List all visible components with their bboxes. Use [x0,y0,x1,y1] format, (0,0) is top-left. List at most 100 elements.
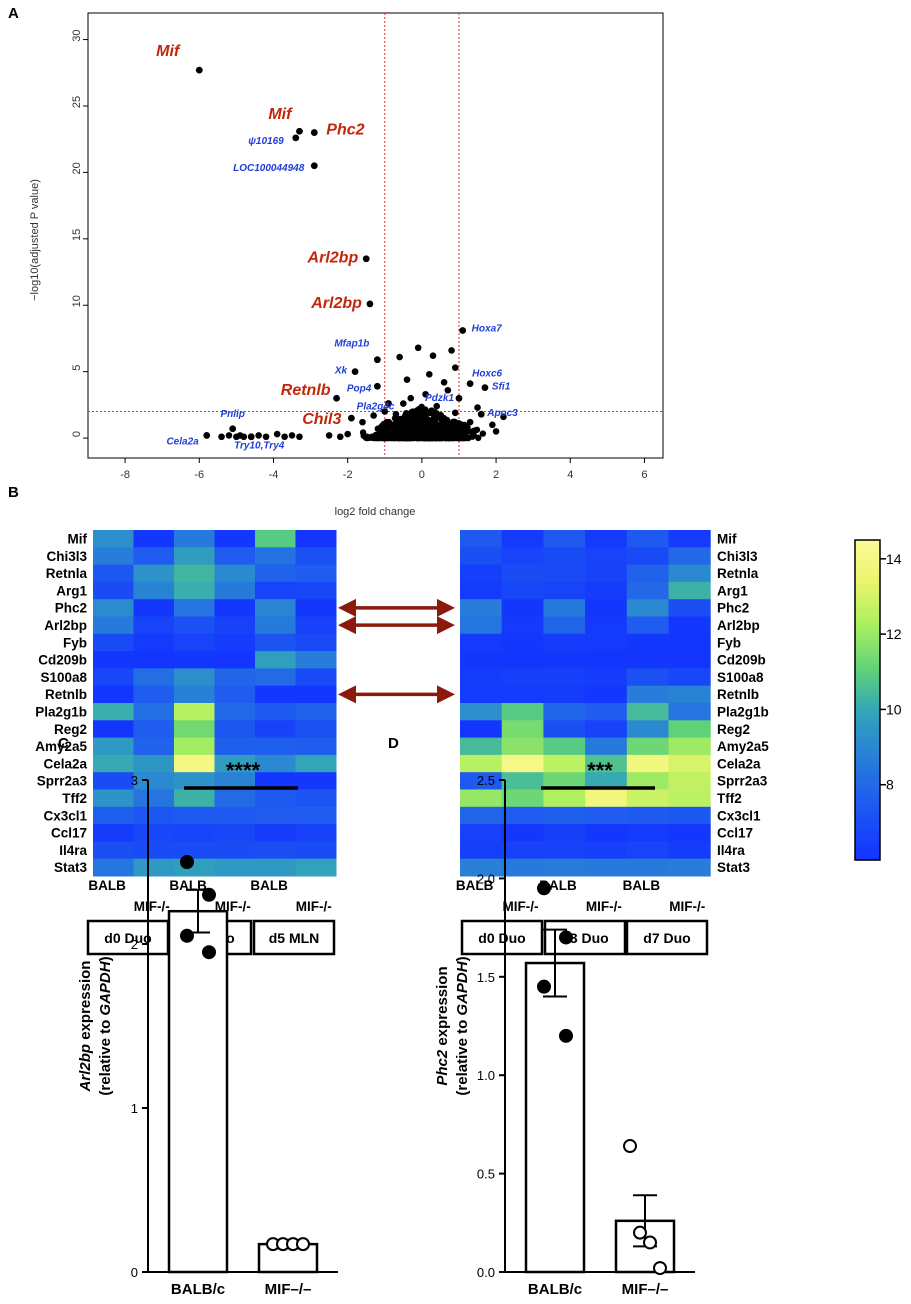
heatmap-group-box [625,919,709,956]
heatmap-cell [668,824,711,842]
bar-y-tick-label: 1.5 [477,970,495,985]
bar-y-tick-label: 1.0 [477,1068,495,1083]
colorbar-segment [855,640,880,645]
heatmap-cell [255,720,296,739]
heatmap-group-box-label: d3 Duo [561,930,608,946]
significance-stars: **** [226,758,261,783]
colorbar-segment [855,564,880,569]
heatmap-left: Mif Chi3l3 Retnla Arg1 Phc2 Arl2bp Fyb Cd209b S1… [35,530,337,956]
heatmap-cell [668,581,711,600]
heatmap-cell [460,824,503,842]
heatmap-cell [460,806,503,825]
colorbar-segment [855,752,880,757]
heatmap-cell [501,685,544,704]
heatmap-cell [585,581,628,600]
heatmap-cell [585,703,628,721]
heatmap-group-box-label: d0 Duo [104,930,151,946]
bar-data-point [202,945,216,960]
heatmap-cell [460,754,503,773]
colorbar-tick-label: 14 [886,551,902,567]
volcano-point [425,371,433,378]
heatmap-cell [133,651,175,669]
volcano-point [362,434,370,441]
heatmap-cell [668,685,711,704]
heatmap-cell [214,737,256,756]
heatmap-cell [93,737,134,756]
colorbar-segment [855,716,880,721]
heatmap-cell [668,651,711,669]
heatmap-cell [133,754,175,773]
bar-y-label-prefix: (relative to [97,1016,114,1096]
heatmap-cell [295,651,337,669]
volcano-point [403,409,410,417]
colorbar-segment [855,712,880,717]
volcano-point [377,432,384,439]
heatmap-cell [133,858,175,877]
volcano-point [370,412,377,419]
colorbar-segment [855,604,880,609]
colorbar-segment [855,784,880,789]
colorbar-segment [855,696,880,701]
bar-data-point [296,1237,310,1252]
heatmap-cell [93,581,134,600]
heatmap-cell [501,616,544,635]
volcano-gene-label: Cela2a [166,436,199,447]
heatmap-group-bottom-label: MIF-/- [502,899,538,914]
colorbar-segment [855,668,880,673]
heatmap-row-label: Mif [717,531,737,546]
bar-y-label-line2: (relative to GAPDH) [97,956,114,1095]
volcano-point [414,344,422,352]
heatmap-cell [460,772,503,790]
heatmap-cell [133,806,175,825]
volcano-point [225,432,233,439]
heatmap-group-bottom-label: MIF-/- [669,899,705,914]
heatmap-cell [668,858,711,877]
heatmap-cell [214,772,256,790]
heatmap-cell [460,616,503,635]
bar [524,961,586,1274]
bar-y-tick-label: 0 [131,1265,138,1280]
volcano-point [500,413,507,421]
heatmap-cell [668,616,711,635]
colorbar-segment [855,764,880,769]
heatmap-cell [543,651,586,669]
heatmap-cell [668,754,711,773]
heatmap-group-bottom-label: MIF-/- [296,899,332,914]
heatmap-cell [93,530,134,548]
heatmap-cell [295,633,337,652]
heatmap-cell [460,581,503,600]
volcano-point [273,430,281,438]
heatmap-cell [585,668,628,687]
heatmap-cell [295,789,337,808]
heatmap-cell [133,547,175,566]
heatmap-cell [543,858,586,877]
heatmap-cell [295,547,337,566]
heatmap-cell [501,858,544,877]
heatmap-cell [214,599,256,617]
volcano-x-tick-label: -4 [269,469,279,481]
volcano-point [288,432,296,439]
volcano-point-cela2a [203,432,211,439]
volcano-gene-label: Mfap1b [334,339,369,350]
heatmap-cell [668,668,711,687]
volcano-point-mfap1b [373,356,381,364]
volcano-point [325,432,333,439]
heatmap-cell [133,599,175,617]
volcano-gene-label: Hoxc6 [472,369,502,380]
volcano-point [418,416,426,423]
heatmap-row-label: Arg1 [717,583,748,598]
colorbar-segment [855,672,880,677]
heatmap-cell [501,789,544,808]
bar-chart-phc2: 0.0 0.5 1.0 1.5 2.0 2.5 BALB/c MIF–/– *** Phc2 ex… [434,758,695,1298]
heatmap-cell [543,581,586,600]
volcano-point [420,410,427,418]
volcano-gene-label: Hoxa7 [472,323,502,334]
colorbar-segment [855,748,880,753]
heatmap-cell [295,858,337,877]
heatmap-cell [460,858,503,877]
volcano-point [464,434,471,441]
heatmap-cell [174,754,215,773]
heatmap-cell [255,633,296,652]
colorbar-frame [854,539,881,861]
volcano-point [425,419,433,427]
